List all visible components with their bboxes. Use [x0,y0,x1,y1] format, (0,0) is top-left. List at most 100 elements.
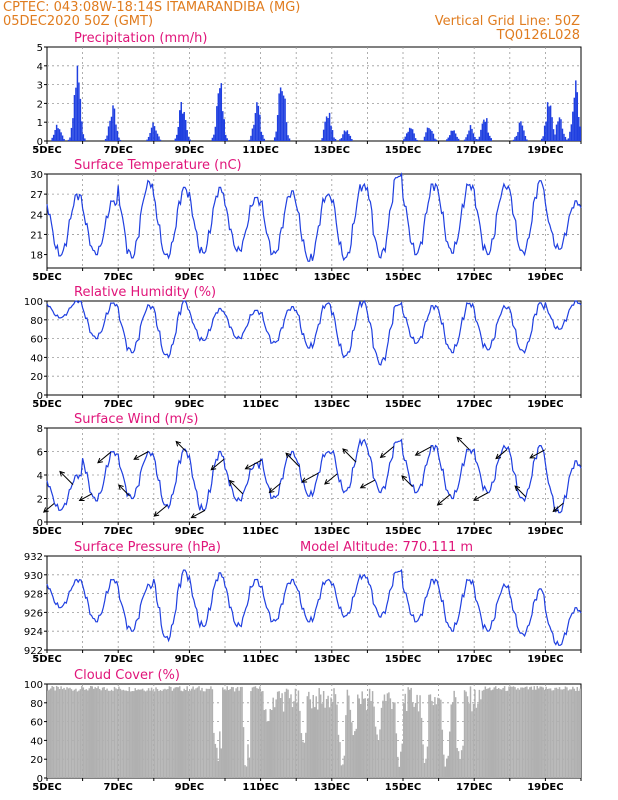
wind-arrow [229,480,244,495]
precip-bar [159,139,162,141]
x-tick-label: 9DEC [175,782,204,793]
cloud-cover-bar [417,711,420,778]
cloud-cover-bar [486,688,488,778]
x-tick-label: 5DEC [32,272,61,283]
cloud-cover-bar [95,688,98,778]
precip-bar [563,133,565,141]
cloud-cover-bar [58,689,61,778]
wind-arrow-head [42,507,49,513]
precip-bar [217,93,220,141]
x-tick-label: 19DEC [527,145,563,156]
cloud-cover-bar [546,688,549,778]
x-tick-label: 13DEC [314,272,350,283]
precip-bar [251,128,254,141]
precip-bar [78,82,80,141]
precip-bar [328,112,331,141]
precip-bar [411,129,414,141]
precip-bar [109,120,111,141]
precip-bar [489,135,491,141]
header-line1-left: CPTEC: 043:08W-18:14S ITAMARANDIBA (MG) [3,0,301,15]
y-tick-label: 0 [37,391,43,402]
precip-bar [324,121,326,141]
wind-arrow-head [359,483,366,489]
cloud-cover-bar [92,688,95,778]
precip-bar [414,138,417,141]
cloud-cover-bar [377,740,380,778]
wind-arrow [360,479,376,489]
precip-bar [82,134,85,141]
cloud-cover-bar [131,691,134,778]
cloud-cover-bar [444,766,447,778]
precip-bar [474,136,476,141]
cloud-cover-bar [368,688,371,778]
cloud-cover-bar [79,689,82,778]
cloud-cover-bar [199,690,202,778]
precip-bar [426,127,429,141]
x-tick-label: 7DEC [103,654,132,665]
cloud-cover-bar [405,710,408,778]
wind-arrow-head [210,464,217,471]
precip-bar [220,83,223,141]
header-line2-right: TQ0126L028 [496,28,580,43]
precip-bar [405,133,408,141]
cloud-cover-bar [404,693,406,778]
precip-bar [481,123,484,141]
panel-4: Surface Wind (m/s) 0 2 4 6 8 5DEC 7DEC 9DEC 11DEC… [32,412,582,537]
cloud-cover-bar [146,690,148,778]
precip-bar [569,131,571,141]
precip-bar [490,138,492,141]
cloud-cover-bar [122,689,125,778]
cloud-cover-bar [576,687,579,778]
x-tick-label: 17DEC [456,272,492,283]
x-tick-label: 13DEC [314,526,350,537]
precip-bar [451,130,454,141]
cloud-cover-bar [509,686,512,778]
cloud-cover-bar [543,689,546,778]
cloud-cover-bar [156,689,159,778]
y-tick-label: 3 [37,81,43,92]
wind-arrow-head [379,452,386,459]
cloud-cover-bar [573,688,576,778]
precip-bar [566,139,568,141]
panel-6: Cloud Cover (%) 0 20 40 60 80 100 5DEC 7DEC 9DEC 1… [24,668,582,793]
cloud-cover-bar [177,687,180,778]
cloud-cover-bar [54,690,56,778]
cloud-cover-bar [214,743,217,778]
wind-arrow-head [401,475,407,481]
cloud-cover-bar [337,734,340,778]
cloud-cover-bar [334,694,337,778]
precip-bar [67,139,70,141]
cloud-cover-bar [420,717,423,778]
cloud-cover-bar [314,707,316,778]
panel-title: Precipitation (mm/h) [74,31,207,46]
cloud-cover-bar [180,690,182,778]
cloud-cover-bar [184,690,187,778]
cloud-cover-bar [272,697,274,778]
cloud-cover-bar [379,729,381,778]
precip-bar [104,138,107,141]
cloud-cover-bar [551,690,553,778]
wind-arrow-head [153,511,160,517]
cloud-cover-bar [281,693,283,778]
precip-bar [579,126,581,141]
cloud-cover-bar [219,731,221,778]
cloud-cover-bar [81,685,83,778]
cloud-cover-bar [561,689,564,778]
precip-bar [343,130,346,141]
cloud-cover-bar [489,687,491,778]
precip-bar [407,131,409,141]
y-tick-label: 60 [30,335,43,346]
panel-5: Surface Pressure (hPa) Model Altitude: 77… [24,540,582,665]
cloud-cover-bar [505,690,507,778]
cloud-cover-bar [198,686,200,778]
y-tick-label: 8 [37,424,43,435]
cloud-cover-bar [52,686,55,778]
precip-bar [187,136,190,141]
series-line [46,437,582,514]
cloud-cover-bar [121,690,123,778]
cloud-cover-bar [431,700,433,778]
cloud-cover-bar [144,691,147,778]
precip-bar [514,137,516,141]
precip-bar [186,130,188,141]
